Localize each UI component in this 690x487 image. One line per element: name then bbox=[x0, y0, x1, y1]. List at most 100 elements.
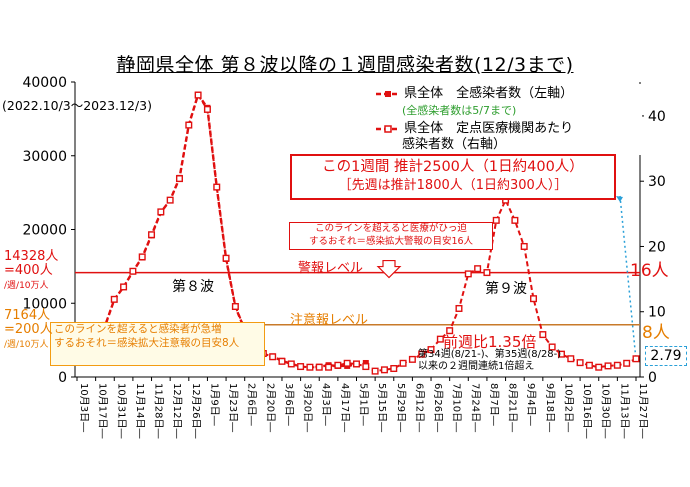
series-2-point bbox=[390, 365, 398, 373]
x-axis-tick-label: 4月3日― bbox=[320, 383, 332, 426]
x-axis-tick-label: 10月17日― bbox=[97, 383, 109, 438]
left-axis-tick-label: 10000 bbox=[22, 296, 67, 312]
warning-level-label: 警報レベル bbox=[298, 261, 364, 276]
caution-note-box: このラインを超えると感染者が急増 するおそれ＝感染拡大注意報の目安8人 bbox=[50, 322, 265, 366]
warning-right-label: 16人 bbox=[630, 261, 669, 281]
x-axis-tick-label: 8月21日― bbox=[507, 383, 519, 432]
series-2-point bbox=[557, 350, 565, 358]
x-axis-tick-label: 5月15日― bbox=[376, 383, 388, 432]
right-axis-tick-label: 10 bbox=[648, 305, 666, 321]
warning-note-box: このラインを超えると医療がひっ迫 するおそれ＝感染拡大警報の目安16人 bbox=[289, 222, 493, 250]
series-2-point bbox=[203, 105, 211, 113]
series-2-point bbox=[185, 121, 193, 129]
x-axis-tick-label: 10月2日― bbox=[562, 383, 574, 432]
left-axis-tick-label: 20000 bbox=[22, 223, 67, 239]
series-2-point bbox=[632, 355, 640, 363]
series-2-point bbox=[371, 367, 379, 375]
week-ratio-note-line1: 第34週(8/21-)、第35週(8/28-) bbox=[418, 349, 562, 360]
series-2-point bbox=[539, 331, 547, 339]
caution-left-rate: =200人 bbox=[4, 322, 53, 337]
legend-series2-label-1: 県全体 定点医療機関あたり bbox=[404, 121, 574, 136]
warning-left-unit: /週/10万人 bbox=[4, 281, 49, 291]
x-axis-tick-label: 10月31日― bbox=[115, 383, 127, 438]
series-2-point bbox=[530, 295, 538, 303]
x-axis-tick-label: 9月4日― bbox=[525, 383, 537, 426]
series-2-point bbox=[278, 357, 286, 365]
series-2-point bbox=[297, 363, 305, 371]
caution-left-count: 7164人 bbox=[4, 308, 51, 323]
series-2-point bbox=[343, 359, 351, 367]
caution-level-label: 注意報レベル bbox=[290, 313, 369, 328]
warning-arrow-icon bbox=[376, 259, 402, 279]
series-2-point bbox=[464, 270, 472, 278]
legend-series2-label-2: 感染者数（右軸） bbox=[402, 137, 507, 152]
x-axis-tick-label: 11月13日― bbox=[618, 383, 630, 438]
series-2-point bbox=[595, 363, 603, 371]
warning-left-count: 14328人 bbox=[4, 249, 59, 264]
x-axis-tick-label: 11月27日― bbox=[637, 383, 649, 438]
series-2-point bbox=[138, 253, 146, 261]
left-axis-tick-label: 0 bbox=[58, 370, 67, 386]
series-2-point bbox=[148, 231, 156, 239]
x-axis-tick-label: 10月30日― bbox=[600, 383, 612, 438]
legend-series1-note: (全感染者数は5/7まで) bbox=[402, 104, 517, 117]
caution-right-label: 8人 bbox=[642, 323, 670, 343]
series-2-point bbox=[129, 267, 137, 275]
warning-left-label: 14328人 =400人 /週/10万人 bbox=[4, 250, 58, 293]
x-axis-tick-label: 10月16日― bbox=[581, 383, 593, 438]
legend-series1-label: 県全体 全感染者数（左軸） bbox=[404, 86, 574, 101]
right-axis-tick-label: 20 bbox=[648, 239, 666, 255]
legend-hollow-marker-icon bbox=[376, 124, 400, 133]
left-axis-tick-label: 40000 bbox=[22, 75, 67, 91]
wave9-label: 第９波 bbox=[485, 281, 527, 297]
caution-note-line1: このラインを超えると感染者が急増 bbox=[54, 323, 222, 335]
weekly-estimate-line2: ［先週は推計1800人（1日約300人）］ bbox=[338, 178, 568, 193]
series-2-point bbox=[362, 363, 370, 371]
x-axis-tick-label: 8月7日― bbox=[488, 383, 500, 426]
x-axis-tick-label: 12月12日― bbox=[171, 383, 183, 438]
caution-note-line2: するおそれ＝感染拡大注意報の目安8人 bbox=[54, 336, 240, 349]
week-ratio-note-line2: 以来の２週間連続1倍超え bbox=[418, 361, 535, 372]
series-2-point bbox=[353, 360, 361, 368]
series-2-point bbox=[548, 343, 556, 351]
series-2-point bbox=[418, 350, 426, 358]
latest-value-pointer-head bbox=[616, 196, 623, 202]
series-2-point bbox=[446, 327, 454, 335]
x-axis-tick-label: 2月6日― bbox=[246, 383, 258, 426]
series-2-point bbox=[231, 303, 239, 311]
series-2-point bbox=[213, 183, 221, 191]
x-axis-tick-label: 3月6日― bbox=[283, 383, 295, 426]
x-axis-tick-label: 11月28日― bbox=[153, 383, 165, 438]
x-axis-tick-label: 2月20日― bbox=[264, 383, 276, 432]
series-2-point bbox=[325, 363, 333, 371]
x-axis-tick-label: 9月18日― bbox=[544, 383, 556, 432]
weekly-estimate-line1: この1週間 推計2500人（1日約400人） bbox=[322, 159, 584, 175]
series-2-point bbox=[436, 335, 444, 343]
series-2-point bbox=[474, 265, 482, 273]
series-2-point bbox=[604, 362, 612, 370]
series-2-point bbox=[315, 363, 323, 371]
series-2-point bbox=[120, 283, 128, 291]
week-ratio-note: 第34週(8/21-)、第35週(8/28-) 以来の２週間連続1倍超え bbox=[418, 349, 561, 373]
x-axis-tick-label: 4月17日― bbox=[339, 383, 351, 432]
x-axis-tick-label: 1月9日― bbox=[208, 383, 220, 426]
caution-left-label: 7164人 =200人 /週/10万人 bbox=[4, 309, 53, 352]
x-axis-tick-label: 1月23日― bbox=[227, 383, 239, 432]
x-axis-tick-label: 5月29日― bbox=[395, 383, 407, 432]
series-2-point bbox=[408, 355, 416, 363]
x-axis-tick-label: 5月1日― bbox=[358, 383, 370, 426]
series-2-point bbox=[157, 208, 165, 216]
legend-series1: 県全体 全感染者数（左軸） bbox=[376, 86, 638, 102]
series-2-point bbox=[399, 359, 407, 367]
weekly-estimate-box: この1週間 推計2500人（1日約400人） ［先週は推計1800人（1日約30… bbox=[290, 154, 616, 200]
series-2-point bbox=[576, 359, 584, 367]
series-2-point bbox=[222, 254, 230, 262]
series-2-point bbox=[380, 366, 388, 374]
series-2-point bbox=[427, 346, 435, 354]
series-2-point bbox=[492, 216, 500, 224]
series-2-point bbox=[613, 361, 621, 369]
legend-solid-marker-icon bbox=[376, 90, 400, 97]
chart-period: (2022.10/3〜2023.12/3) bbox=[2, 98, 152, 113]
series-2-point bbox=[585, 361, 593, 369]
